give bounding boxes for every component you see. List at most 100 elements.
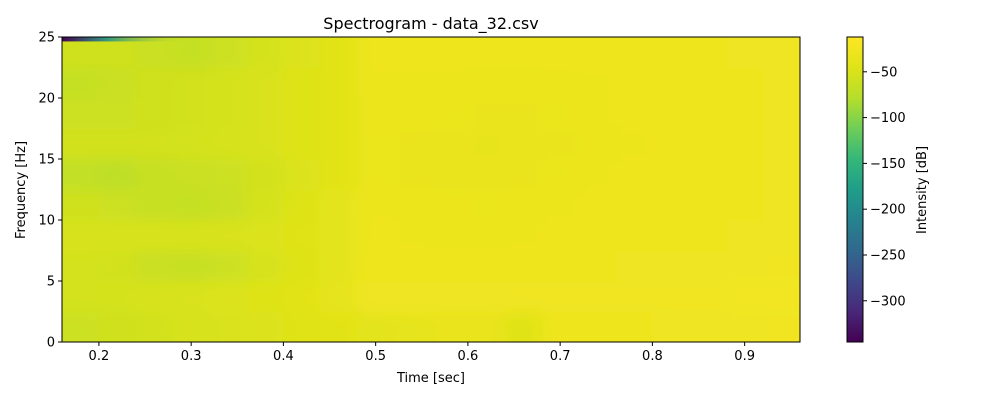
heatmap-cell: [689, 37, 727, 69]
chart-title: Spectrogram - data_32.csv: [323, 14, 538, 34]
heatmap-cell: [357, 98, 395, 130]
heatmap-cell: [246, 98, 284, 130]
heatmap-cell: [652, 250, 690, 282]
heatmap-cell: [283, 281, 321, 313]
plot-frame: [61, 36, 801, 343]
heatmap-cell: [763, 311, 800, 342]
heatmap-cell: [504, 159, 543, 191]
heatmap-cell: [98, 250, 137, 282]
heatmap-cell: [246, 67, 284, 99]
heatmap-cell: [320, 220, 358, 252]
colorbar-tick-label: −50: [870, 65, 897, 80]
heatmap-cell: [578, 98, 617, 130]
heatmap-cell: [209, 67, 248, 99]
heatmap-cell: [652, 189, 690, 221]
heatmap-cell: [578, 67, 617, 99]
y-tick-label: 15: [38, 153, 55, 168]
heatmap-cell: [431, 98, 469, 130]
heatmap-cell: [172, 220, 211, 252]
heatmap-cell: [615, 311, 653, 342]
heatmap-cell: [763, 128, 800, 160]
heatmap-cell: [431, 128, 469, 160]
heatmap-cell: [467, 98, 506, 130]
heatmap-cell: [689, 250, 727, 282]
heatmap-cell: [615, 250, 653, 282]
heatmap-cell: [62, 250, 100, 282]
heatmap-cell: [62, 98, 100, 130]
heatmap-cell: [689, 311, 727, 342]
heatmap-cell: [652, 128, 690, 160]
heatmap-cell: [62, 37, 100, 69]
heatmap-cell: [578, 159, 617, 191]
x-tick-label: 0.3: [181, 349, 202, 364]
heatmap-cell: [246, 128, 284, 160]
heatmap-cell: [615, 220, 653, 252]
heatmap-cell: [504, 220, 543, 252]
heatmap-cell: [578, 250, 617, 282]
x-tick-label: 0.5: [365, 349, 386, 364]
heatmap-cell: [209, 220, 248, 252]
heatmap-cell: [135, 37, 174, 69]
colorbar-tick-label: −250: [870, 248, 906, 263]
heatmap-cell: [394, 67, 432, 99]
heatmap-cell: [98, 311, 137, 342]
heatmap-cell: [652, 220, 690, 252]
y-axis-label: Frequency [Hz]: [14, 141, 29, 239]
heatmap-cell: [209, 281, 248, 313]
heatmap-cell: [431, 250, 469, 282]
heatmap-cell: [504, 128, 543, 160]
heatmap-cell: [726, 159, 764, 191]
heatmap-cell: [689, 220, 727, 252]
heatmap-cell: [431, 189, 469, 221]
heatmap-cell: [209, 311, 248, 342]
heatmap-cell: [357, 189, 395, 221]
y-tick-label: 10: [38, 214, 55, 229]
colorbar: −50 −100 −150 −200 −250 −300 Intensity [dB]: [846, 36, 930, 343]
colorbar-tick-label: −300: [870, 294, 906, 309]
heatmap-cell: [172, 159, 211, 191]
heatmap-cell: [98, 281, 137, 313]
heatmap-cell: [209, 128, 248, 160]
heatmap-cell: [320, 98, 358, 130]
heatmap-cell: [431, 311, 469, 342]
heatmap-cell: [394, 128, 432, 160]
heatmap-cell: [209, 37, 248, 69]
heatmap-cell: [172, 189, 211, 221]
heatmap-cell: [615, 281, 653, 313]
heatmap-cell: [504, 67, 543, 99]
heatmap-cell: [652, 281, 690, 313]
heatmap-cell: [357, 67, 395, 99]
heatmap-cell: [172, 67, 211, 99]
heatmap-cell: [283, 189, 321, 221]
heatmap-cell: [541, 37, 580, 69]
heatmap-cell: [135, 128, 174, 160]
heatmap-cell: [172, 98, 211, 130]
colorbar-tick-label: −100: [870, 111, 906, 126]
heatmap-cell: [504, 189, 543, 221]
heatmap-cell: [98, 37, 137, 69]
colorbar-tick-label: −150: [870, 157, 906, 172]
heatmap-cell: [504, 250, 543, 282]
y-tick-label: 25: [38, 31, 55, 46]
heatmap-cell: [578, 311, 617, 342]
heatmap-edge-band: [62, 37, 192, 42]
heatmap-cell: [726, 98, 764, 130]
heatmap-cell: [615, 159, 653, 191]
heatmap: [62, 37, 800, 342]
heatmap-cell: [541, 98, 580, 130]
x-tick-label: 0.2: [89, 349, 110, 364]
heatmap-cell: [541, 220, 580, 252]
heatmap-cell: [726, 37, 764, 69]
heatmap-cell: [652, 67, 690, 99]
heatmap-cell: [763, 189, 800, 221]
heatmap-cell: [357, 159, 395, 191]
heatmap-cell: [394, 281, 432, 313]
heatmap-cell: [394, 311, 432, 342]
heatmap-cell: [726, 250, 764, 282]
heatmap-cell: [98, 98, 137, 130]
heatmap-cell: [652, 311, 690, 342]
heatmap-cell: [689, 159, 727, 191]
heatmap-cell: [541, 189, 580, 221]
y-tick-label: 0: [47, 336, 55, 351]
